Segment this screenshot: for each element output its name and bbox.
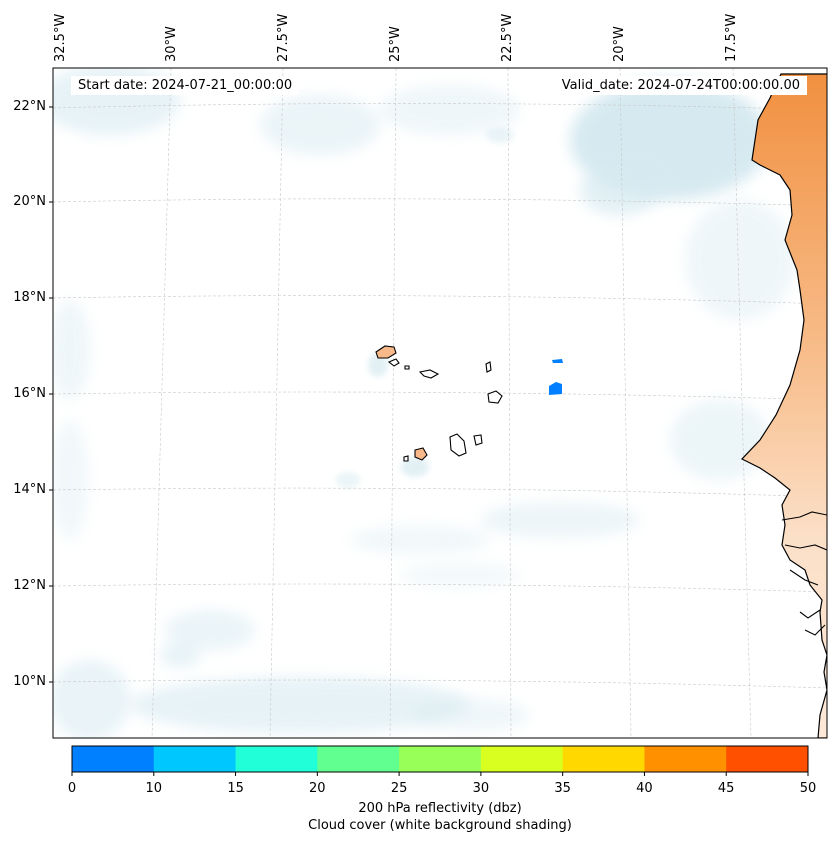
colorbar-tick-30: 30: [472, 781, 490, 796]
colorbar-tick-45: 45: [717, 781, 735, 796]
cloud-cover-shading: [53, 68, 795, 738]
valid-date-label: Valid_date: 2024-07-24T00:00:00.00: [554, 76, 807, 95]
lon-label-20w: 20°W: [612, 26, 627, 62]
lon-label-32-5w: 32.5°W: [53, 13, 68, 62]
lon-label-27-5w: 27.5°W: [276, 13, 291, 62]
map-frame: [52, 67, 828, 739]
colorbar-segment-1: [153, 746, 237, 772]
africa-landmass: [741, 73, 827, 738]
lat-label-14n: 14°N: [13, 482, 46, 497]
lon-label-30w: 30°W: [164, 26, 179, 62]
colorbar-segment-8: [726, 746, 809, 772]
colorbar-tick-50: 50: [799, 781, 817, 796]
colorbar-segment-5: [480, 746, 564, 772]
lat-label-12n: 12°N: [13, 578, 46, 593]
island-maio: [473, 434, 483, 446]
lat-label-16n: 16°N: [13, 386, 46, 401]
colorbar-tick-10: 10: [145, 781, 163, 796]
lat-ticks: [49, 106, 53, 683]
echo-small: [552, 359, 563, 363]
colorbar-ticks: [71, 772, 809, 776]
island-santo-antao: [375, 345, 397, 359]
lon-label-17-5w: 17.5°W: [724, 13, 739, 62]
colorbar-segment-6: [562, 746, 645, 772]
island-sao-nicolau: [418, 369, 440, 379]
echo-large: [549, 382, 562, 395]
colorbar-tick-0: 0: [67, 781, 77, 796]
island-santa-luzia: [404, 365, 410, 370]
colorbar-frame: [71, 745, 809, 773]
cape-verde-islands: [375, 345, 503, 462]
colorbar-tick-15: 15: [227, 781, 244, 796]
island-brava: [403, 455, 409, 462]
start-date-label: Start date: 2024-07-21_00:00:00: [71, 76, 300, 95]
lon-label-25w: 25°W: [388, 26, 403, 62]
colorbar-segment-4: [399, 746, 482, 772]
reflectivity-echoes: [549, 359, 563, 395]
colorbar-title: 200 hPa reflectivity (dbz): [358, 801, 522, 816]
colorbar-tick-25: 25: [390, 781, 408, 796]
colorbar-segment-0: [72, 746, 155, 772]
colorbar-segment-2: [235, 746, 318, 772]
colorbar: [72, 746, 809, 772]
lon-label-22-5w: 22.5°W: [500, 13, 515, 62]
island-sao-vicente: [387, 358, 400, 367]
colorbar-segment-7: [644, 746, 727, 772]
lat-label-20n: 20°N: [13, 194, 46, 209]
island-fogo: [414, 447, 428, 461]
lat-label-18n: 18°N: [13, 290, 46, 305]
island-sal: [485, 361, 492, 373]
gambia-coast: [781, 511, 827, 636]
colorbar-tick-35: 35: [554, 781, 571, 796]
lat-label-10n: 10°N: [13, 674, 46, 689]
lat-label-22n: 22°N: [13, 99, 46, 114]
island-santiago: [449, 433, 467, 457]
colorbar-segment-3: [317, 746, 400, 772]
graticule: [53, 68, 827, 738]
colorbar-subtitle: Cloud cover (white background shading): [308, 818, 572, 833]
island-boa-vista: [487, 390, 503, 404]
colorbar-tick-40: 40: [636, 781, 653, 796]
colorbar-tick-20: 20: [309, 781, 326, 796]
